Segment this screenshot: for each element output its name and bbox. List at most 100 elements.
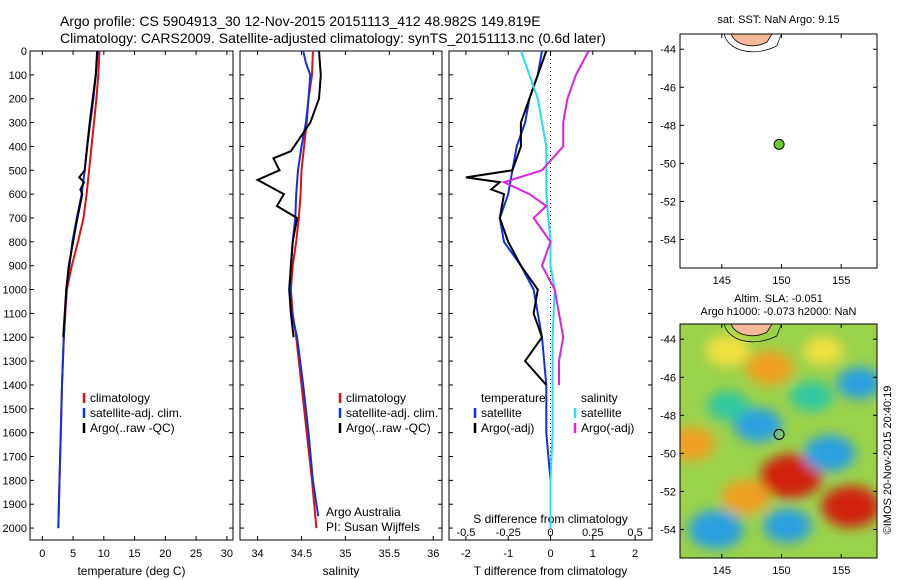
argo-australia-label: Argo Australia <box>326 505 401 519</box>
sla_map-argo-position-marker <box>773 428 785 440</box>
sst_map-ytick-label: -48 <box>660 120 676 132</box>
sst_map-ytick-label: -50 <box>660 158 676 170</box>
temperature-xlabel: temperature (deg C) <box>77 564 185 578</box>
figure-title-line2: Climatology: CARS2009. Satellite-adjuste… <box>60 30 606 46</box>
depth-tick-label: 600 <box>9 189 27 201</box>
sla_map-ytick-label: -48 <box>660 410 676 422</box>
difference-series-s_satellite <box>519 50 556 529</box>
sst_map-ytick-label: -52 <box>660 196 676 208</box>
salinity-frame <box>239 50 443 541</box>
sla_map-ytick-label: -46 <box>660 372 676 384</box>
sla_map-frame <box>679 323 878 559</box>
sla_map-ytick-label: -44 <box>660 334 676 346</box>
difference-xtick-label: 2 <box>632 548 638 560</box>
difference-series-t_argo <box>465 50 548 386</box>
salinity-legend-climatology: climatology <box>346 391 406 405</box>
temperature-panel: 0100200300400500600700800900100011001200… <box>3 46 234 578</box>
sst_map-ytick-label: -44 <box>660 44 676 56</box>
difference-xtick-label: -1 <box>503 548 513 560</box>
sla-blob <box>836 366 877 399</box>
depth-tick-label: 200 <box>9 94 27 106</box>
temperature-xtick-label: 0 <box>39 548 45 560</box>
sla-blob <box>733 407 782 443</box>
depth-tick-label: 900 <box>9 261 27 273</box>
depth-tick-label: 1400 <box>3 380 27 392</box>
temperature-xtick-label: 10 <box>98 548 110 560</box>
salinity-legend-argo: Argo(..raw -QC) <box>346 421 431 435</box>
difference-legend-t-argo: Argo(-adj) <box>481 421 534 435</box>
sst_map-ytick-label: -46 <box>660 82 676 94</box>
difference-legend-s-argo: Argo(-adj) <box>581 421 634 435</box>
difference-xtick-label: -2 <box>461 548 471 560</box>
difference-top-tick-label: -0.5 <box>456 527 475 539</box>
sla_map-panel: 145 150 155 -44 -46 -48 -50 -52 -54 Altim. SLA: -… <box>660 293 878 577</box>
depth-tick-label: 1800 <box>3 475 27 487</box>
temperature-series-argo <box>62 50 99 338</box>
sst_map-xtick-label: 145 <box>713 275 731 287</box>
depth-tick-label: 1900 <box>3 499 27 511</box>
sst_map-frame <box>679 33 878 269</box>
salinity-xtick-label: 36 <box>427 548 439 560</box>
sst-map-title: sat. SST: NaN Argo: 9.15 <box>717 14 839 26</box>
pi-label: PI: Susan Wijffels <box>326 520 420 534</box>
difference-top-tick-label: 0 <box>547 527 553 539</box>
salinity-series-argo <box>255 50 322 338</box>
sst_map-ytick-label: -54 <box>660 234 676 246</box>
temperature-frame <box>29 50 234 541</box>
temperature-xtick-label: 5 <box>70 548 76 560</box>
sla_map-xtick-label: 155 <box>832 565 850 577</box>
depth-tick-label: 0 <box>21 46 27 58</box>
temperature-legend-climatology: climatology <box>90 391 150 405</box>
depth-tick-label: 500 <box>9 165 27 177</box>
depth-tick-label: 800 <box>9 237 27 249</box>
figure-title-line1: Argo profile: CS 5904913_30 12-Nov-2015 … <box>60 13 541 29</box>
temperature-xtick-label: 20 <box>159 548 171 560</box>
difference-series-s_argo <box>501 50 590 385</box>
sla_map-ytick-label: -54 <box>660 524 676 536</box>
sla_map-ytick-label: -52 <box>660 486 676 498</box>
difference-xtick-label: 0 <box>547 548 553 560</box>
difference-top-tick-label: 0.25 <box>582 527 603 539</box>
sla-blob <box>707 391 749 421</box>
depth-tick-label: 1000 <box>3 285 27 297</box>
depth-tick-label: 100 <box>9 70 27 82</box>
sst_map-xtick-label: 150 <box>772 275 790 287</box>
temperature-xtick-label: 15 <box>128 548 140 560</box>
sla-blob <box>680 427 716 461</box>
sla-blob <box>789 380 833 412</box>
depth-tick-label: 1100 <box>3 308 27 320</box>
depth-tick-label: 1600 <box>3 428 27 440</box>
depth-tick-label: 2000 <box>3 523 27 535</box>
salinity-xtick-label: 35.5 <box>379 548 400 560</box>
temperature-xtick-label: 25 <box>190 548 202 560</box>
difference-legend-salinity-title: salinity <box>581 391 618 405</box>
sla_map-land <box>730 324 773 337</box>
sla_map-xtick-label: 150 <box>772 565 790 577</box>
sst_map-bathymetry-contour <box>723 34 782 53</box>
sst_map-panel: 145 150 155 -44 -46 -48 -50 -52 -54 sat. SST: NaN… <box>660 14 878 287</box>
imos-credit: ©IMOS 20-Nov-2015 20:40:19 <box>882 386 894 535</box>
sla_map-content <box>680 324 877 558</box>
sla-blob <box>760 454 822 499</box>
sla-blobs <box>680 334 877 550</box>
sla-blob <box>763 508 812 543</box>
difference-xlabel: T difference from climatology <box>474 564 628 578</box>
sla-map-title-line1: Altim. SLA: -0.051 <box>734 293 823 305</box>
difference-legend-t-satellite: satellite <box>481 406 522 420</box>
salinity-xtick-label: 34 <box>251 548 263 560</box>
depth-tick-label: 1500 <box>3 404 27 416</box>
sst_map-land <box>730 34 773 47</box>
depth-tick-label: 300 <box>9 118 27 130</box>
sla_map-bathymetry-contour <box>723 324 782 343</box>
salinity-xtick-label: 34.5 <box>291 548 312 560</box>
salinity-legend-satellite: satellite-adj. clim. <box>346 406 438 420</box>
depth-tick-label: 400 <box>9 141 27 153</box>
difference-legend-temperature-title: temperature <box>481 391 546 405</box>
sla-blob <box>705 334 751 367</box>
difference-legend-s-satellite: satellite <box>581 406 622 420</box>
depth-tick-label: 1300 <box>3 356 27 368</box>
salinity-xlabel: salinity <box>323 564 360 578</box>
sla-blob <box>745 350 794 385</box>
